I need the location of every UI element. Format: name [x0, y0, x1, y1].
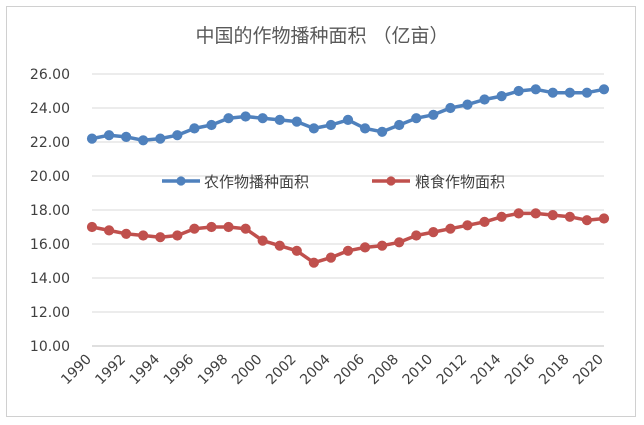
data-point	[291, 116, 302, 127]
data-point	[189, 123, 200, 134]
legend-label: 农作物播种面积	[204, 173, 309, 191]
legend-swatch-marker	[386, 176, 396, 186]
data-point	[189, 223, 200, 234]
x-tick-label: 1994	[127, 351, 164, 388]
data-point	[342, 245, 354, 256]
x-tick-label: 2020	[570, 352, 607, 389]
x-tick-label: 2018	[536, 352, 573, 389]
data-point	[377, 240, 388, 251]
data-point	[377, 126, 388, 137]
data-point	[479, 216, 490, 227]
data-point	[240, 111, 251, 122]
x-tick-label: 2014	[468, 351, 505, 388]
data-point	[445, 223, 456, 234]
y-tick-label: 10.00	[30, 339, 70, 355]
x-tick-label: 2004	[297, 351, 334, 388]
x-tick-label: 2010	[400, 352, 437, 389]
data-point	[530, 208, 541, 219]
y-tick-label: 12.00	[30, 305, 70, 321]
data-point	[103, 225, 115, 236]
data-point	[394, 237, 405, 248]
data-point	[598, 213, 610, 224]
data-point	[308, 123, 319, 134]
data-point	[564, 87, 575, 98]
data-point	[496, 91, 507, 102]
data-point	[462, 220, 473, 231]
y-tick-label: 20.00	[30, 169, 70, 185]
data-point	[581, 215, 593, 226]
x-tick-label: 1996	[161, 351, 198, 388]
y-tick-label: 24.00	[30, 101, 70, 117]
data-point	[462, 99, 473, 110]
data-point	[445, 102, 456, 114]
data-point	[274, 240, 285, 251]
data-point	[564, 211, 575, 222]
data-point	[411, 230, 422, 241]
x-tick-label: 2002	[263, 352, 300, 389]
y-tick-label: 22.00	[30, 135, 70, 151]
y-tick-label: 14.00	[30, 271, 70, 287]
legend-label: 粮食作物面积	[415, 173, 505, 191]
data-point	[479, 94, 490, 105]
data-point	[428, 227, 439, 238]
data-point	[530, 84, 541, 95]
legend-swatch-marker	[176, 176, 186, 186]
data-point	[138, 230, 149, 241]
y-tick-label: 16.00	[30, 237, 70, 253]
data-point	[496, 211, 507, 222]
x-tick-label: 2016	[502, 351, 539, 388]
data-point	[121, 228, 132, 239]
x-tick-label: 2006	[331, 351, 368, 388]
data-point	[547, 87, 558, 98]
series-layer	[86, 84, 610, 268]
data-point	[325, 252, 337, 263]
x-tick-label: 2012	[434, 352, 471, 389]
data-point	[86, 133, 98, 144]
data-point	[240, 223, 251, 234]
data-point	[103, 130, 115, 141]
data-point	[206, 119, 217, 131]
data-point	[547, 210, 558, 221]
data-point	[359, 123, 371, 134]
data-point	[291, 245, 302, 256]
data-point	[257, 113, 268, 124]
data-point	[206, 221, 217, 233]
x-tick-label: 1990	[58, 352, 95, 389]
data-point	[598, 84, 610, 95]
y-tick-label: 18.00	[30, 203, 70, 219]
data-point	[172, 130, 183, 141]
data-point	[411, 113, 422, 124]
data-point	[86, 221, 98, 233]
data-point	[394, 119, 405, 131]
data-point	[428, 109, 439, 120]
axis-layer: 10.00 12.00 14.00 16.00 18.00 20.00 22.00 24.00…	[30, 67, 607, 388]
x-tick-label: 2000	[229, 352, 266, 389]
data-point	[342, 114, 354, 126]
data-point	[308, 257, 319, 268]
data-point	[121, 131, 132, 142]
chart-title: 中国的作物播种面积 （亿亩）	[195, 25, 448, 47]
data-point	[155, 232, 166, 243]
y-tick-label: 26.00	[30, 67, 70, 83]
x-tick-label: 1992	[92, 352, 129, 389]
legend: 农作物播种面积 粮食作物面积	[162, 173, 505, 191]
data-point	[257, 235, 268, 246]
x-tick-label: 2008	[366, 352, 403, 389]
data-point	[325, 119, 337, 131]
data-point	[513, 208, 524, 219]
data-point	[223, 221, 234, 233]
data-point	[138, 135, 149, 146]
data-point	[359, 242, 371, 253]
data-point	[155, 133, 166, 144]
data-point	[223, 113, 234, 124]
data-point	[513, 85, 524, 97]
data-point	[274, 114, 285, 126]
data-point	[172, 230, 183, 241]
data-point	[581, 87, 593, 98]
x-tick-label: 1998	[195, 352, 232, 389]
